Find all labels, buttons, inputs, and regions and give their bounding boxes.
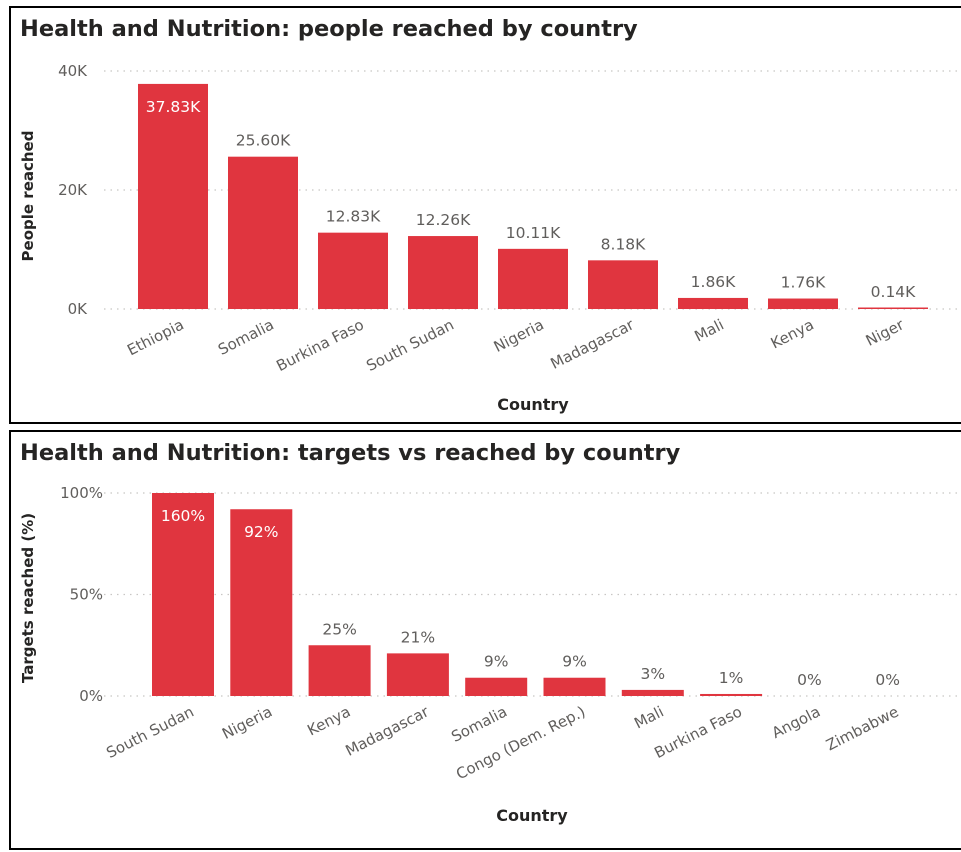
x-tick-label: Mali [691, 316, 726, 346]
x-tick-label: Congo (Dem. Rep.) [453, 703, 588, 784]
bar-madagascar[interactable] [588, 260, 658, 309]
x-tick-label: South Sudan [103, 703, 196, 762]
bar-chart-targets-reached: 160% 92% 25% 21% 9% 9% 3% 1% 0% 0% 0% 50% 100% Sout… [19, 484, 961, 825]
data-label: 0% [875, 671, 900, 689]
bar-mali[interactable] [621, 689, 684, 696]
chart-panel-people-reached: Health and Nutrition: people reached by … [9, 6, 961, 424]
data-label: 37.83K [146, 98, 201, 116]
x-tick-label: Ethiopia [124, 316, 187, 360]
data-label: 0.14K [871, 283, 917, 301]
y-tick-label: 20K [58, 181, 88, 199]
bar-somalia[interactable] [465, 677, 528, 696]
bar-kenya[interactable] [308, 645, 371, 696]
bar-somalia[interactable] [228, 156, 298, 309]
bar-chart-people-reached: 37.83K 25.60K 12.83K 12.26K 10.11K 8.18K 1.86K… [19, 62, 961, 414]
y-tick-label: 50% [70, 586, 103, 604]
bar-kenya[interactable] [768, 298, 838, 309]
x-tick-label: Somalia [448, 703, 510, 746]
data-label: 0% [797, 671, 822, 689]
x-axis-label: Country [496, 806, 568, 825]
chart-title: Health and Nutrition: targets vs reached… [20, 440, 681, 466]
x-tick-label: Angola [769, 703, 823, 743]
x-tick-label: Burkina Faso [273, 316, 366, 376]
x-tick-label: Madagascar [342, 702, 432, 760]
data-label: 10.11K [506, 224, 561, 242]
bar-nigeria[interactable] [230, 509, 293, 696]
data-label: 1% [719, 669, 744, 687]
bar-nigeria[interactable] [498, 248, 568, 309]
x-tick-label: Nigeria [491, 316, 547, 356]
y-tick-label: 100% [60, 484, 103, 502]
data-label: 92% [244, 523, 278, 541]
data-label: 3% [641, 665, 666, 683]
bar-niger[interactable] [858, 307, 928, 310]
x-tick-label: Zimbabwe [823, 703, 901, 755]
x-tick-label: Madagascar [548, 315, 638, 373]
bar-south-sudan[interactable] [152, 493, 214, 696]
y-axis-label: People reached [19, 131, 37, 262]
bar-burkina-faso[interactable] [700, 693, 763, 696]
x-tick-label: Niger [863, 315, 908, 350]
data-label: 21% [401, 628, 435, 646]
x-tick-label: Somalia [215, 316, 277, 359]
data-label: 8.18K [601, 235, 647, 253]
bar-congo-dem-rep[interactable] [543, 677, 606, 696]
data-label: 9% [562, 653, 587, 671]
data-label: 1.86K [691, 273, 737, 291]
x-tick-label: Burkina Faso [651, 703, 744, 763]
y-tick-label: 0K [68, 300, 89, 318]
data-label: 160% [161, 507, 205, 525]
chart-title: Health and Nutrition: people reached by … [20, 16, 638, 42]
y-tick-label: 0% [79, 687, 103, 705]
y-tick-label: 40K [58, 62, 88, 80]
data-label: 25% [322, 620, 356, 638]
x-tick-label: South Sudan [363, 316, 456, 375]
bar-madagascar[interactable] [386, 653, 449, 696]
y-axis-label: Targets reached (%) [19, 513, 37, 683]
data-label: 25.60K [236, 132, 291, 150]
data-label: 1.76K [781, 274, 827, 292]
data-label: 12.26K [416, 211, 471, 229]
data-label: 9% [484, 653, 509, 671]
bar-mali[interactable] [678, 297, 748, 309]
x-tick-label: Mali [631, 703, 666, 733]
data-label: 12.83K [326, 208, 381, 226]
chart-panel-targets-reached: Health and Nutrition: targets vs reached… [9, 430, 961, 850]
x-tick-label: Kenya [304, 703, 353, 740]
x-axis-label: Country [497, 395, 569, 414]
bar-south-sudan[interactable] [408, 236, 478, 309]
x-tick-label: Kenya [768, 316, 817, 353]
bar-burkina-faso[interactable] [318, 232, 388, 309]
bar-ethiopia[interactable] [138, 83, 208, 309]
x-tick-label: Nigeria [219, 703, 275, 743]
